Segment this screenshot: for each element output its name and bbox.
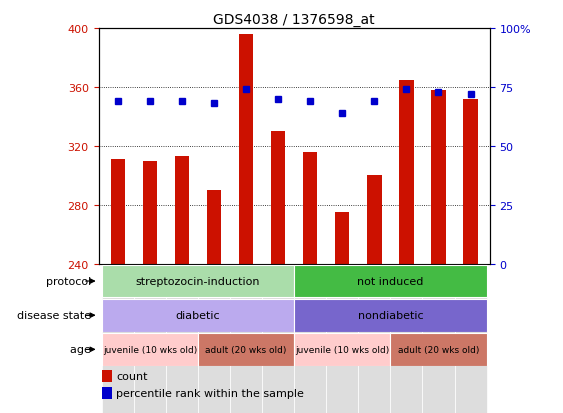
Bar bbox=[142, 161, 157, 264]
Text: diabetic: diabetic bbox=[176, 311, 220, 320]
Text: not induced: not induced bbox=[357, 276, 423, 286]
Bar bbox=[294, 265, 486, 298]
Title: GDS4038 / 1376598_at: GDS4038 / 1376598_at bbox=[213, 12, 375, 26]
Bar bbox=[390, 333, 486, 366]
Bar bbox=[271, 132, 285, 264]
Bar bbox=[110, 160, 125, 264]
Bar bbox=[463, 100, 478, 264]
Text: percentile rank within the sample: percentile rank within the sample bbox=[116, 388, 304, 398]
Text: disease state: disease state bbox=[17, 311, 95, 320]
Bar bbox=[422, 264, 454, 413]
Bar bbox=[239, 35, 253, 264]
Bar bbox=[294, 299, 486, 332]
Bar bbox=[335, 213, 350, 264]
Text: juvenile (10 wks old): juvenile (10 wks old) bbox=[102, 345, 197, 354]
Bar bbox=[134, 264, 166, 413]
Text: count: count bbox=[116, 371, 148, 381]
Bar bbox=[262, 264, 294, 413]
Bar bbox=[303, 152, 318, 264]
Bar bbox=[399, 81, 414, 264]
Text: adult (20 wks old): adult (20 wks old) bbox=[205, 345, 287, 354]
Bar bbox=[390, 264, 422, 413]
Bar bbox=[454, 264, 486, 413]
Text: juvenile (10 wks old): juvenile (10 wks old) bbox=[295, 345, 390, 354]
Text: age: age bbox=[70, 344, 95, 354]
Bar bbox=[102, 299, 294, 332]
Bar bbox=[102, 387, 112, 399]
Bar bbox=[166, 264, 198, 413]
Bar bbox=[102, 370, 112, 382]
Text: streptozocin-induction: streptozocin-induction bbox=[136, 276, 260, 286]
Bar bbox=[230, 264, 262, 413]
Bar bbox=[367, 176, 382, 264]
Bar bbox=[198, 333, 294, 366]
Bar bbox=[102, 265, 294, 298]
Bar bbox=[326, 264, 358, 413]
Bar bbox=[102, 333, 198, 366]
Bar bbox=[198, 264, 230, 413]
Text: nondiabetic: nondiabetic bbox=[358, 311, 423, 320]
Bar bbox=[102, 264, 134, 413]
Bar bbox=[207, 191, 221, 264]
Bar bbox=[358, 264, 390, 413]
Bar bbox=[294, 264, 326, 413]
Text: protocol: protocol bbox=[46, 276, 95, 286]
Text: adult (20 wks old): adult (20 wks old) bbox=[398, 345, 479, 354]
Bar bbox=[175, 157, 189, 264]
Bar bbox=[431, 91, 446, 264]
Bar bbox=[294, 333, 390, 366]
